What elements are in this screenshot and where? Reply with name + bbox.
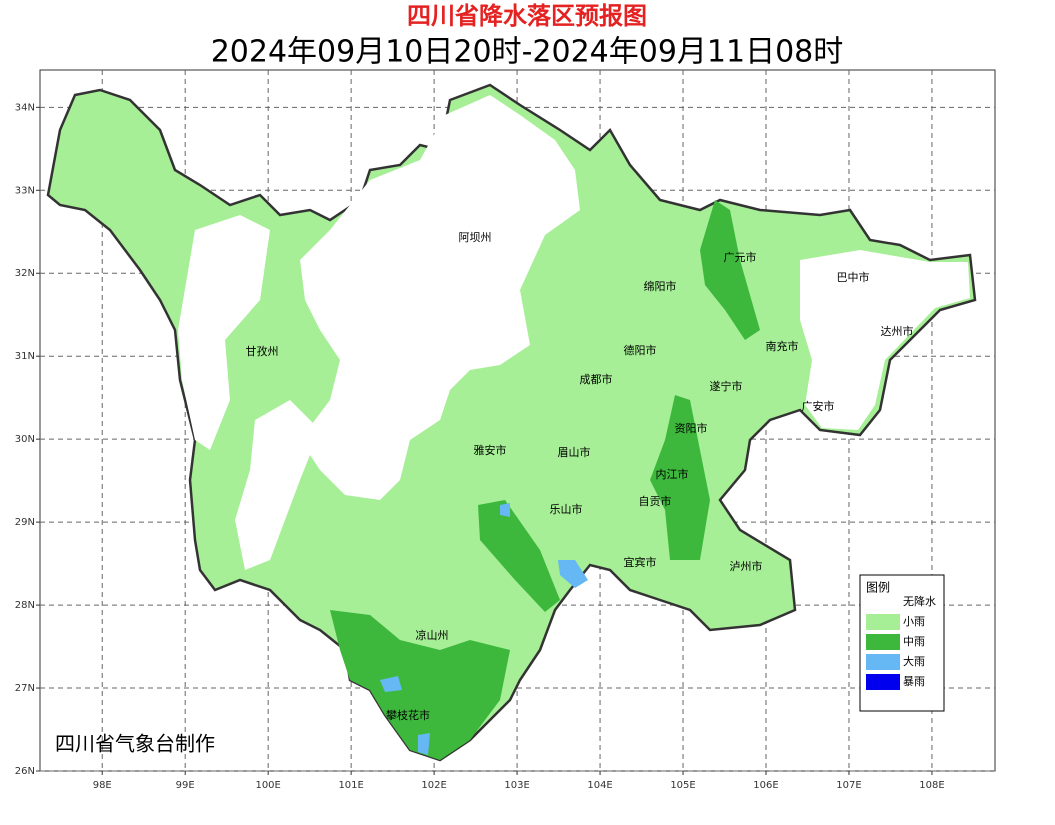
y-tick-label: 34N (15, 102, 35, 113)
y-tick-label: 32N (15, 268, 35, 279)
city-label: 遂宁市 (710, 379, 743, 393)
no-rain-area (178, 215, 270, 450)
city-label: 资阳市 (675, 421, 708, 435)
city-label: 绵阳市 (644, 279, 677, 293)
subtitle: 2024年09月10日20时-2024年09月11日08时 (211, 35, 844, 70)
legend-label: 大雨 (903, 654, 925, 668)
y-tick-label: 30N (15, 434, 35, 445)
city-label: 巴中市 (837, 270, 870, 284)
x-tick-label: 99E (176, 780, 195, 791)
city-label: 眉山市 (558, 445, 591, 459)
y-tick-label: 26N (15, 766, 35, 777)
city-label: 自贡市 (639, 494, 672, 508)
city-label: 广安市 (802, 399, 835, 413)
legend-title: 图例 (866, 581, 890, 595)
x-tick-label: 98E (93, 780, 112, 791)
title: 四川省降水落区预报图 (407, 2, 647, 30)
legend-label: 小雨 (903, 615, 925, 628)
moderate-rain-area (330, 610, 510, 760)
x-tick-label: 103E (504, 780, 529, 791)
moderate-rain-area (700, 200, 760, 340)
heavy-rain-area (418, 733, 430, 755)
city-label: 雅安市 (474, 443, 507, 457)
city-labels: 阿坝州 甘孜州 广元市 巴中市 绵阳市 达州市 德阳市 南充市 成都市 遂宁市 … (246, 230, 914, 722)
heavy-rain-area (500, 503, 510, 517)
x-tick-label: 106E (753, 780, 778, 791)
legend-label: 无降水 (903, 594, 936, 608)
x-tick-label: 101E (338, 780, 363, 791)
city-label: 内江市 (656, 467, 689, 481)
legend-swatch (866, 654, 900, 670)
y-tick-label: 29N (15, 517, 35, 528)
legend-swatch (866, 614, 900, 630)
legend-swatch (866, 594, 900, 610)
city-label: 南充市 (766, 339, 799, 353)
heavy-rain-area (558, 560, 588, 588)
rain-areas (46, 83, 977, 762)
no-rain-area (235, 400, 320, 570)
city-label: 乐山市 (550, 502, 583, 516)
y-tick-label: 27N (15, 683, 35, 694)
credit: 四川省气象台制作 (55, 732, 215, 756)
city-label: 德阳市 (624, 343, 657, 357)
city-label: 甘孜州 (246, 344, 279, 358)
legend-label: 暴雨 (903, 675, 925, 688)
city-label: 成都市 (580, 372, 613, 386)
no-rain-area (800, 250, 970, 430)
x-tick-label: 107E (836, 780, 861, 791)
x-tick-label: 104E (587, 780, 612, 791)
city-label: 攀枝花市 (386, 708, 430, 722)
y-tick-label: 33N (15, 185, 35, 196)
no-rain-area (300, 95, 580, 500)
legend-swatch (866, 674, 900, 690)
moderate-rain-area (478, 500, 560, 612)
legend-swatch (866, 634, 900, 650)
x-tick-label: 102E (421, 780, 446, 791)
city-label: 凉山州 (416, 628, 449, 642)
y-tick-label: 28N (15, 600, 35, 611)
y-tick-label: 31N (15, 351, 35, 362)
city-label: 泸州市 (730, 559, 763, 573)
legend-label: 中雨 (903, 635, 925, 648)
city-label: 阿坝州 (459, 230, 492, 244)
moderate-rain-area (650, 395, 710, 560)
province-fill (46, 83, 977, 762)
x-tick-label: 105E (670, 780, 695, 791)
heavy-rain-area (380, 676, 402, 692)
x-tick-label: 108E (919, 780, 944, 791)
city-label: 宜宾市 (624, 555, 657, 569)
city-label: 达州市 (881, 324, 914, 338)
x-tick-label: 100E (255, 780, 280, 791)
city-label: 广元市 (724, 250, 757, 264)
